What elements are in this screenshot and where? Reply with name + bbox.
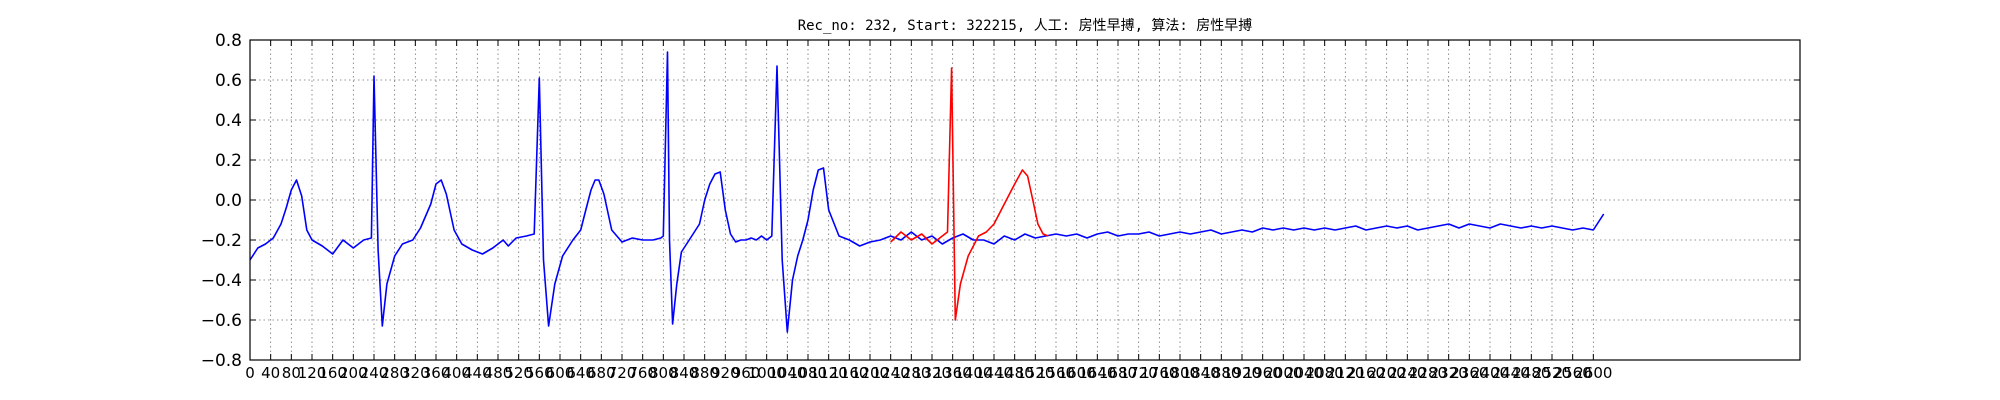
x-tick-label: 0 xyxy=(245,364,255,382)
y-tick-label: −0.2 xyxy=(201,231,242,251)
y-tick-label: 0.2 xyxy=(215,151,242,171)
y-tick-label: 0.8 xyxy=(215,31,242,51)
y-tick-label: −0.6 xyxy=(201,311,242,331)
grid xyxy=(250,40,1800,360)
y-tick-label: 0.6 xyxy=(215,71,242,91)
series-line-ecg-highlighted-beat xyxy=(891,68,1049,320)
y-axis-tick-labels: −0.8 −0.6 −0.4 −0.2 0.0 0.2 0.4 0.6 0.8 xyxy=(201,31,242,371)
series-line-ecg xyxy=(250,52,1604,332)
chart-title: Rec_no: 232, Start: 322215, 人工: 房性早搏, 算法… xyxy=(798,17,1253,34)
y-tick-label: 0.0 xyxy=(215,191,242,211)
x-axis-tick-labels: 0 40 8012016020024028032036040044048052056… xyxy=(245,364,1612,382)
y-tick-label: −0.8 xyxy=(201,351,242,371)
y-tick-label: 0.4 xyxy=(215,111,242,131)
series-layer xyxy=(250,52,1604,332)
x-tick-label: 40 xyxy=(261,364,280,382)
y-tick-label: −0.4 xyxy=(201,271,242,291)
x-tick-label: 2600 xyxy=(1574,364,1612,382)
